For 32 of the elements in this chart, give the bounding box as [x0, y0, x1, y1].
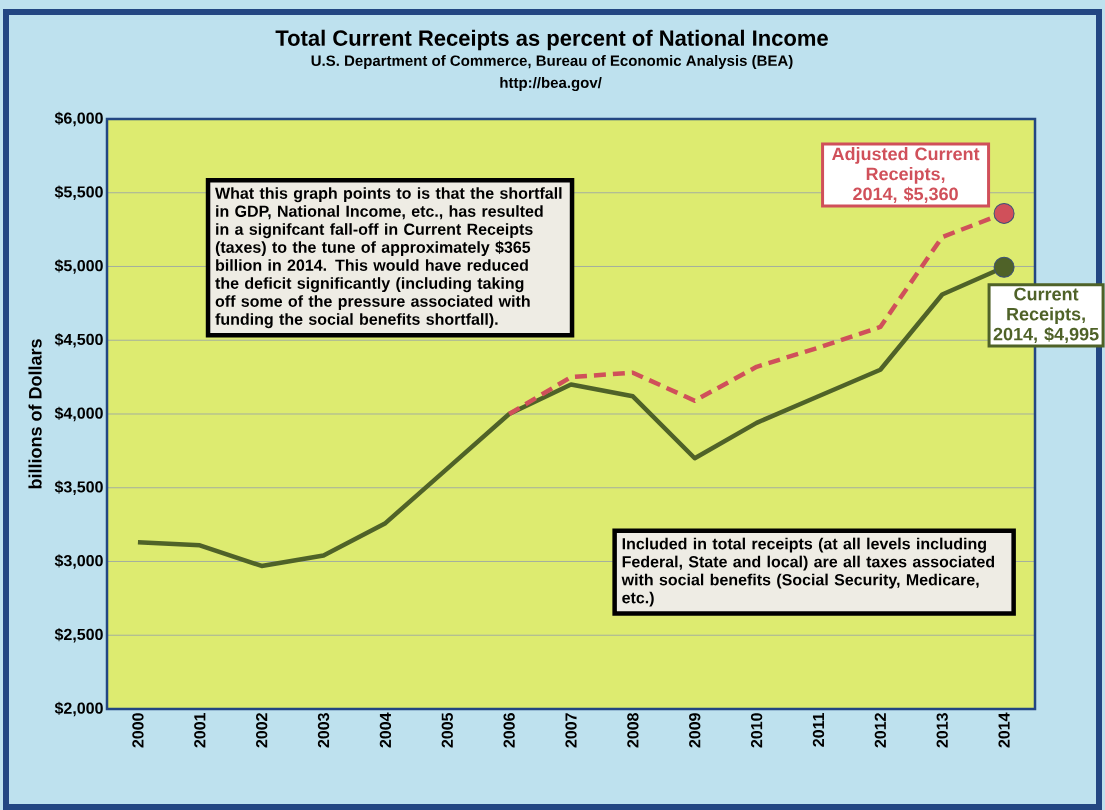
- y-axis-title: billions of Dollars: [28, 339, 42, 489]
- chart-title: Total Current Receipts as percent of National Income: [275, 29, 828, 51]
- x-tick-label: 2006: [503, 713, 515, 748]
- y-tick-label: $4,000: [54, 406, 103, 422]
- y-tick-label: $2,000: [54, 701, 103, 717]
- x-tick-label: 2012: [874, 713, 886, 748]
- x-tick-label: 2000: [132, 713, 144, 748]
- x-tick-label: 2007: [565, 713, 577, 748]
- y-tick-label: $2,500: [54, 628, 103, 643]
- x-tick-label: 2010: [750, 713, 763, 748]
- chart-subtitle: U.S. Department of Commerce, Bureau of Economic Analysis (BEA): [311, 55, 793, 69]
- annotation: Current Receipts, 2014, $4,995: [993, 287, 1099, 344]
- x-tick-label: 2002: [256, 713, 268, 748]
- y-tick-label: $3,000: [54, 554, 103, 569]
- x-tick-label: 2003: [317, 713, 330, 748]
- y-tick-label: $4,500: [54, 333, 103, 348]
- x-tick-label: 2008: [627, 713, 639, 748]
- annotation: What this graph points to is that the shortfall in GDP, National Income, etc., has resulted in a signifcant fall-off in Current Receipts (taxes) to the tune of approximately $365 billion in 2014. This would have reduced the deficit significantly (including taking off some of the pressure associated with funding the social benefits shortfall).: [215, 187, 562, 329]
- annotation: Adjusted Current Receipts, 2014, $5,360: [832, 147, 980, 203]
- annotation: Included in total receipts (at all levels including Federal, State and local) are all taxes associated with social benefits (Social Security, Medicare, etc.): [621, 537, 995, 607]
- x-tick-label: 2013: [936, 713, 948, 748]
- text: http://bea.gov/: [500, 76, 602, 92]
- x-tick-label: 2014: [998, 712, 1010, 748]
- y-tick-label: $6,000: [54, 111, 103, 127]
- x-tick-label: 2011: [812, 712, 825, 747]
- x-tick-label: 2004: [379, 712, 392, 748]
- x-tick-label: 2005: [441, 712, 453, 748]
- x-tick-label: 2009: [689, 713, 701, 748]
- y-tick-label: $5,000: [54, 259, 103, 274]
- y-tick-label: $5,500: [54, 185, 103, 200]
- x-tick-label: 2001: [194, 712, 206, 748]
- y-tick-label: $3,500: [54, 480, 103, 495]
